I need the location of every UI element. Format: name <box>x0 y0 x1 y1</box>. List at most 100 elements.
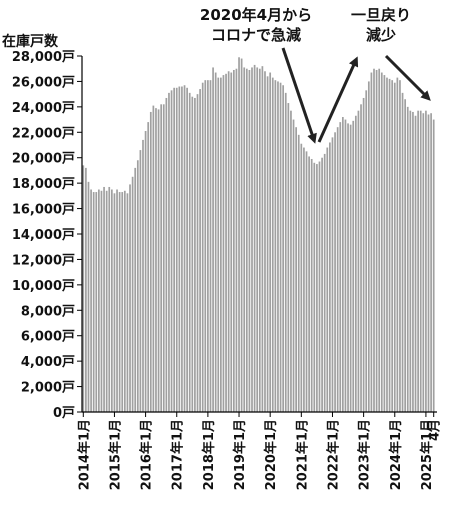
bar <box>142 139 144 412</box>
bar <box>85 167 87 412</box>
bar <box>194 97 196 413</box>
bar <box>103 186 105 412</box>
x-tick-label: 4月 <box>428 419 443 441</box>
bar <box>170 90 173 412</box>
bar <box>186 87 188 412</box>
bar <box>165 97 168 413</box>
bar <box>204 80 207 412</box>
bar <box>342 117 344 412</box>
bar <box>279 82 282 412</box>
bar <box>134 167 137 412</box>
bar <box>139 150 142 412</box>
bar <box>331 137 334 412</box>
bar <box>87 181 90 412</box>
y-tick-label: 22,000戸 <box>12 126 75 141</box>
bar <box>318 161 321 412</box>
bar <box>300 143 303 413</box>
x-tick-label: 2015年1月 <box>107 419 123 490</box>
bar <box>144 131 147 412</box>
bar <box>126 193 129 412</box>
bar <box>339 122 342 413</box>
bar <box>344 119 347 412</box>
bar <box>282 85 285 413</box>
arrow-covid-drop <box>281 47 317 144</box>
bar <box>245 68 248 413</box>
bar <box>375 69 378 413</box>
bar <box>157 109 160 413</box>
bar <box>425 110 427 413</box>
bar <box>334 132 336 413</box>
bar <box>308 156 310 412</box>
bar <box>110 189 113 412</box>
bar <box>116 189 118 412</box>
x-tick-label: 2019年1月 <box>232 419 248 490</box>
bar <box>290 110 292 413</box>
bar <box>404 99 406 412</box>
bar <box>352 120 355 412</box>
bar <box>105 190 108 412</box>
arrow-decline <box>384 54 431 101</box>
bar <box>349 124 352 412</box>
bar <box>269 72 272 412</box>
bar <box>422 113 425 413</box>
bar <box>417 110 419 413</box>
bar <box>160 104 163 412</box>
y-tick-label: 18,000戸 <box>12 177 75 192</box>
bar <box>284 92 287 413</box>
bar <box>354 115 357 412</box>
bar <box>118 192 121 412</box>
y-tick-label: 14,000戸 <box>12 228 75 243</box>
x-tick-label: 2020年1月 <box>263 419 279 490</box>
x-tick-label: 2023年1月 <box>357 419 373 490</box>
y-tick-label: 6,000戸 <box>21 330 75 345</box>
bar <box>277 81 279 413</box>
bar <box>321 157 323 412</box>
bar <box>264 71 266 412</box>
y-tick-label: 12,000戸 <box>12 253 75 268</box>
bar <box>367 81 370 413</box>
bar <box>92 192 95 412</box>
bar <box>391 80 394 412</box>
bar <box>173 87 175 412</box>
bar <box>409 110 412 413</box>
bar <box>214 72 217 412</box>
bar <box>399 80 401 412</box>
bar <box>181 86 183 412</box>
annotation-covid-line2: コロナで急減 <box>211 26 301 44</box>
y-tick-label: 10,000戸 <box>12 279 75 294</box>
bar <box>178 86 181 412</box>
bar <box>432 119 435 412</box>
bar <box>235 68 238 413</box>
bar <box>212 67 214 412</box>
bar <box>316 164 318 412</box>
bar <box>209 80 212 412</box>
bar <box>401 92 404 413</box>
y-tick-label: 28,000戸 <box>12 50 75 65</box>
y-tick-label: 2,000戸 <box>21 381 75 396</box>
bar <box>162 104 165 412</box>
bar <box>370 72 373 412</box>
bars <box>82 57 435 413</box>
bar <box>129 184 131 412</box>
bar <box>232 69 235 413</box>
bar <box>201 82 204 412</box>
x-tick-label: 2016年1月 <box>139 419 155 490</box>
bar <box>123 190 126 412</box>
y-ticks: 0戸 2,000戸 4,000戸 6,000戸 8,000戸 10,000戸 12,000戸… <box>12 50 82 421</box>
y-tick-label: 8,000戸 <box>21 304 75 319</box>
bar <box>248 69 251 413</box>
x-tick-label: 2024年1月 <box>388 419 404 490</box>
bar <box>347 123 349 412</box>
bar <box>386 77 388 413</box>
x-tick-label: 2017年1月 <box>170 419 186 490</box>
bar <box>419 110 422 413</box>
bar <box>258 68 261 413</box>
bar <box>207 80 209 412</box>
bar <box>362 97 365 413</box>
bar <box>388 78 391 412</box>
bar <box>295 127 297 412</box>
x-tick-label: 2018年1月 <box>201 419 217 490</box>
arrow-recovery <box>317 56 359 143</box>
bar <box>292 119 295 412</box>
